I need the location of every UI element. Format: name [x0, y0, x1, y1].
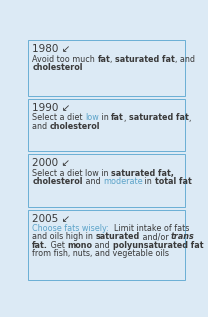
Text: Select a diet low in: Select a diet low in — [32, 169, 111, 178]
Text: cholesterol: cholesterol — [50, 122, 100, 131]
Text: saturated fat: saturated fat — [129, 113, 189, 122]
Text: ,: , — [110, 55, 115, 64]
Text: moderate: moderate — [103, 177, 142, 186]
Text: cholesterol: cholesterol — [32, 177, 83, 186]
Text: total fat: total fat — [155, 177, 191, 186]
Text: and: and — [83, 177, 103, 186]
Text: fat: fat — [111, 113, 124, 122]
Text: 2000 ↙: 2000 ↙ — [32, 158, 70, 168]
Text: from fish, nuts, and vegetable oils: from fish, nuts, and vegetable oils — [32, 249, 169, 258]
Text: 1980 ↙: 1980 ↙ — [32, 44, 71, 54]
FancyBboxPatch shape — [28, 40, 185, 96]
Text: cholesterol: cholesterol — [32, 63, 83, 72]
Text: mono: mono — [67, 241, 92, 249]
Text: Get: Get — [48, 241, 67, 249]
Text: fat.: fat. — [32, 241, 48, 249]
Text: Choose fats wisely:: Choose fats wisely: — [32, 224, 109, 233]
FancyBboxPatch shape — [28, 99, 185, 151]
Text: saturated: saturated — [95, 232, 140, 242]
Text: trans: trans — [171, 232, 195, 242]
Text: and/or: and/or — [140, 232, 171, 242]
Text: saturated fat: saturated fat — [115, 55, 175, 64]
Text: and oils high in: and oils high in — [32, 232, 95, 242]
Text: fat: fat — [98, 55, 110, 64]
Text: Avoid too much: Avoid too much — [32, 55, 98, 64]
Text: 1990 ↙: 1990 ↙ — [32, 103, 71, 113]
Text: 2005 ↙: 2005 ↙ — [32, 214, 71, 223]
FancyBboxPatch shape — [28, 154, 185, 207]
Text: and: and — [92, 241, 113, 249]
Text: low: low — [85, 113, 99, 122]
Text: ,: , — [124, 113, 129, 122]
Text: saturated fat,: saturated fat, — [111, 169, 174, 178]
FancyBboxPatch shape — [28, 210, 185, 280]
Text: , and: , and — [175, 55, 195, 64]
Text: polyunsaturated fat: polyunsaturated fat — [113, 241, 203, 249]
Text: in: in — [142, 177, 155, 186]
Text: Limit intake of fats: Limit intake of fats — [109, 224, 189, 233]
Text: ,: , — [189, 113, 191, 122]
Text: and: and — [32, 122, 50, 131]
Text: Select a diet: Select a diet — [32, 113, 85, 122]
Text: in: in — [99, 113, 111, 122]
